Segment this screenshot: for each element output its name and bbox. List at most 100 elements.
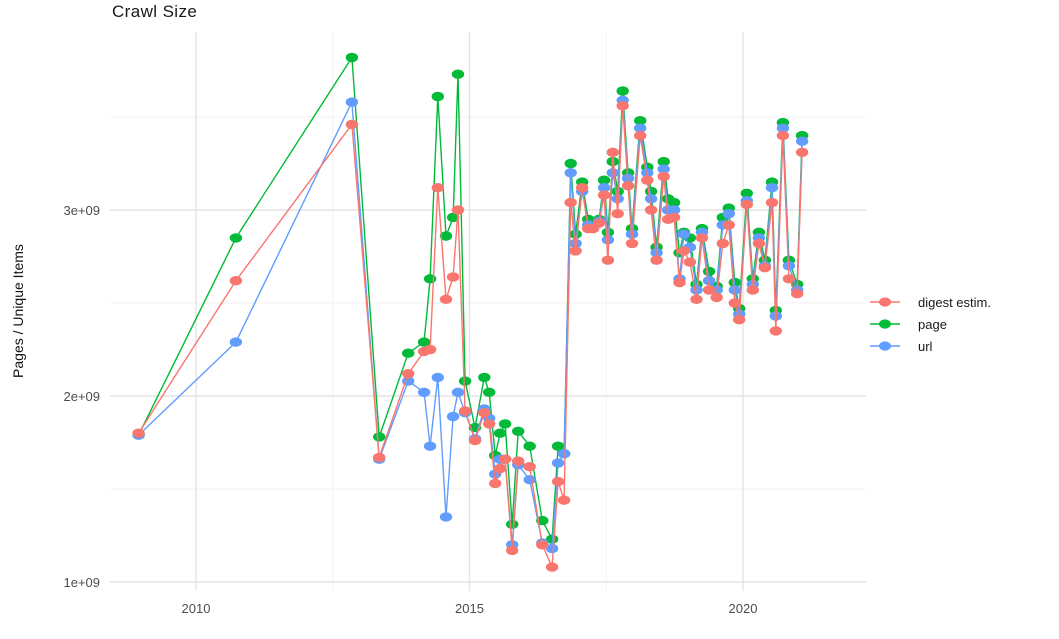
data-point — [601, 255, 615, 265]
data-point — [229, 276, 243, 286]
data-point — [776, 123, 790, 133]
data-point — [345, 52, 359, 63]
data-point — [551, 476, 565, 487]
data-point — [345, 119, 359, 130]
data-point — [478, 372, 491, 383]
data-point — [702, 266, 716, 277]
data-point — [458, 406, 472, 416]
data-point — [569, 246, 582, 256]
data-point — [551, 441, 565, 451]
data-point — [769, 326, 782, 336]
data-point — [667, 212, 681, 223]
data-point — [545, 562, 559, 572]
data-point — [634, 116, 647, 126]
legend-label-url: url — [918, 338, 933, 354]
data-point — [417, 387, 431, 397]
data-point — [758, 263, 772, 273]
data-point — [776, 130, 790, 141]
data-point — [506, 519, 519, 529]
data-point — [733, 315, 746, 325]
data-point — [592, 218, 606, 228]
data-point — [569, 238, 582, 249]
data-point — [702, 276, 716, 286]
data-point — [690, 294, 703, 304]
data-point — [667, 205, 681, 215]
data-point — [667, 197, 681, 208]
data-point — [523, 475, 536, 485]
data-point — [431, 91, 444, 102]
data-point — [557, 449, 571, 459]
data-point — [677, 229, 691, 239]
data-point — [451, 69, 465, 79]
data-point — [498, 454, 512, 464]
data-point — [446, 272, 460, 282]
legend-item-url: url — [870, 335, 1055, 357]
data-point — [677, 246, 691, 256]
series-line — [137, 56, 803, 540]
data-point — [752, 238, 766, 249]
data-point — [740, 199, 753, 210]
data-point — [512, 426, 525, 436]
data-point — [478, 408, 491, 418]
data-point — [795, 136, 809, 146]
data-point — [606, 168, 619, 178]
data-point — [716, 238, 729, 249]
legend-item-digest: digest estim. — [870, 291, 1055, 313]
data-point — [564, 158, 577, 169]
data-point — [722, 220, 735, 230]
data-point — [616, 101, 629, 111]
data-point — [446, 212, 460, 223]
data-point — [695, 233, 709, 243]
y-tick-label: 1e+09 — [63, 575, 100, 590]
digest-line-dot-icon — [870, 297, 900, 307]
data-point — [782, 274, 796, 284]
data-point — [657, 164, 670, 174]
data-point — [673, 277, 686, 288]
data-point — [557, 495, 571, 505]
x-tick-label: 2010 — [182, 601, 211, 616]
data-point — [702, 285, 716, 295]
data-point — [483, 419, 496, 429]
data-point — [373, 432, 386, 442]
data-point — [621, 181, 635, 191]
data-point — [431, 183, 444, 193]
series-digestestim — [132, 101, 809, 572]
data-point — [423, 344, 437, 355]
data-point — [506, 545, 519, 556]
data-point — [446, 411, 460, 422]
minor-gridlines — [110, 32, 866, 591]
data-point — [611, 209, 624, 219]
data-point — [458, 376, 472, 386]
data-point — [493, 463, 507, 474]
data-point — [740, 188, 753, 198]
data-point — [641, 168, 654, 178]
data-point — [229, 337, 243, 347]
data-point — [402, 348, 415, 358]
legend: digest estim. page url — [870, 291, 1055, 357]
data-point — [597, 183, 611, 193]
data-point — [690, 285, 703, 295]
data-point — [417, 337, 431, 347]
legend-label-page: page — [918, 316, 947, 332]
data-point — [498, 419, 512, 429]
data-point — [451, 205, 465, 215]
data-point — [545, 543, 559, 554]
major-gridlines — [110, 32, 866, 591]
data-point — [512, 456, 525, 466]
x-tick-label: 2020 — [729, 601, 758, 616]
data-point — [439, 294, 453, 304]
data-point — [650, 255, 663, 265]
data-point — [493, 428, 507, 438]
data-point — [634, 123, 647, 133]
data-point — [597, 190, 611, 200]
x-tick-label: 2015 — [455, 601, 484, 616]
data-point — [722, 209, 735, 219]
data-point — [728, 285, 741, 295]
data-point — [576, 183, 589, 193]
data-point — [728, 298, 741, 308]
data-point — [765, 197, 779, 208]
data-point — [439, 231, 453, 241]
data-point — [439, 512, 453, 522]
data-point — [402, 369, 415, 379]
